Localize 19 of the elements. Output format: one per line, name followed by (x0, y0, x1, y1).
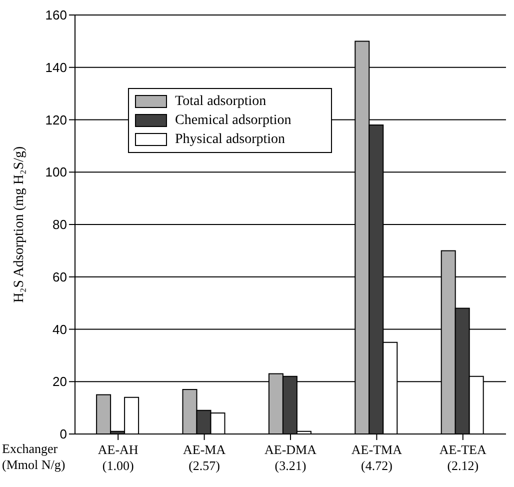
legend-label: Physical adsorption (175, 131, 286, 149)
y-tick-label: 60 (52, 269, 67, 284)
y-tick-label: 120 (45, 112, 67, 128)
y-tick-label: 20 (52, 374, 67, 390)
y-tick-label: 100 (45, 164, 67, 180)
x-axis-title: Exchanger (Mmol N/g) (2, 441, 66, 473)
legend-label: Chemical adsorption (175, 112, 292, 130)
y-tick-label: 80 (52, 217, 67, 232)
legend-label: Total adsorption (175, 93, 266, 111)
x-tick-label: AE-MA (2.57) (182, 442, 226, 473)
y-tick-label: 160 (45, 8, 67, 23)
y-axis-title: H₂S Adsorption (mg H₂S/g) (12, 146, 27, 303)
x-tick-label: AE-TMA (4.72) (351, 442, 403, 473)
x-tick-label: AE-TEA (2.12) (439, 442, 487, 473)
x-tick-label: AE-DMA (3.21) (264, 442, 318, 473)
x-tick-label: AE-AH (1.00) (98, 442, 138, 473)
y-tick-label: 40 (52, 322, 67, 337)
y-tick-label: 140 (45, 60, 67, 75)
y-tick-label: 0 (60, 426, 67, 442)
